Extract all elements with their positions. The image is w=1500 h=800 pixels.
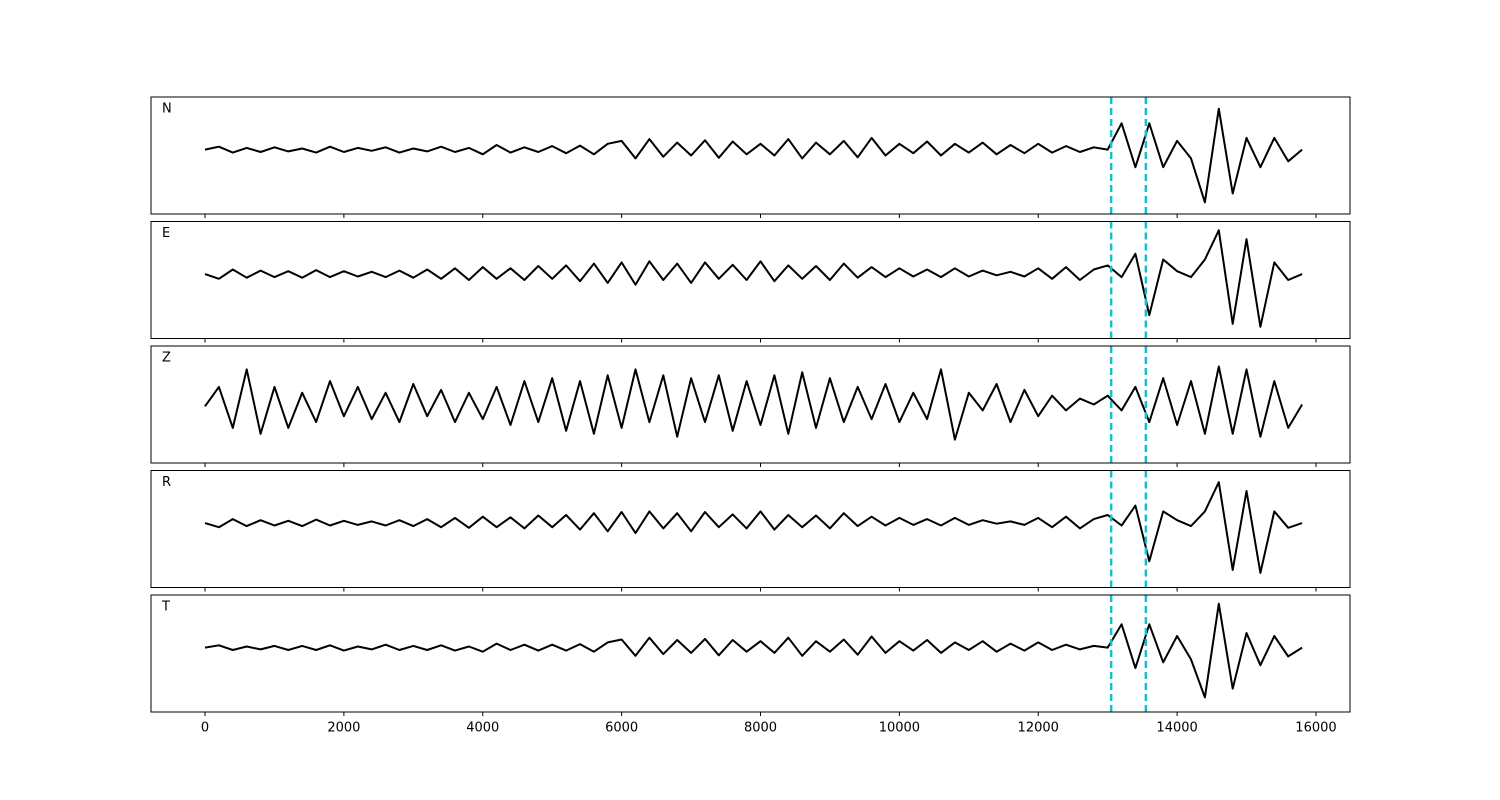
x-tick-label: 4000: [466, 721, 499, 736]
trace: [204, 602, 1303, 699]
trace: [204, 229, 1303, 328]
x-tick-label: 14000: [1156, 721, 1197, 736]
panel-label: E: [162, 226, 170, 241]
x-tick-label: 6000: [605, 721, 638, 736]
panel-frame: [150, 594, 1351, 713]
x-tick-label: 8000: [744, 721, 777, 736]
panel-frame: [150, 345, 1351, 464]
x-tick-label: 0: [201, 721, 209, 736]
x-tick-label: 10000: [879, 721, 920, 736]
panel-frame: [150, 221, 1351, 339]
panel-frame: [150, 96, 1351, 215]
trace: [204, 365, 1303, 441]
panel-label: T: [161, 600, 170, 615]
panel-label: R: [162, 475, 171, 490]
x-tick-label: 2000: [327, 721, 360, 736]
panel-frame: [150, 470, 1351, 588]
panel-label: Z: [162, 351, 171, 366]
x-tick-label: 12000: [1018, 721, 1059, 736]
trace: [204, 481, 1303, 574]
x-tick-label: 16000: [1295, 721, 1336, 736]
panel-label: N: [162, 102, 172, 117]
trace: [204, 107, 1303, 204]
